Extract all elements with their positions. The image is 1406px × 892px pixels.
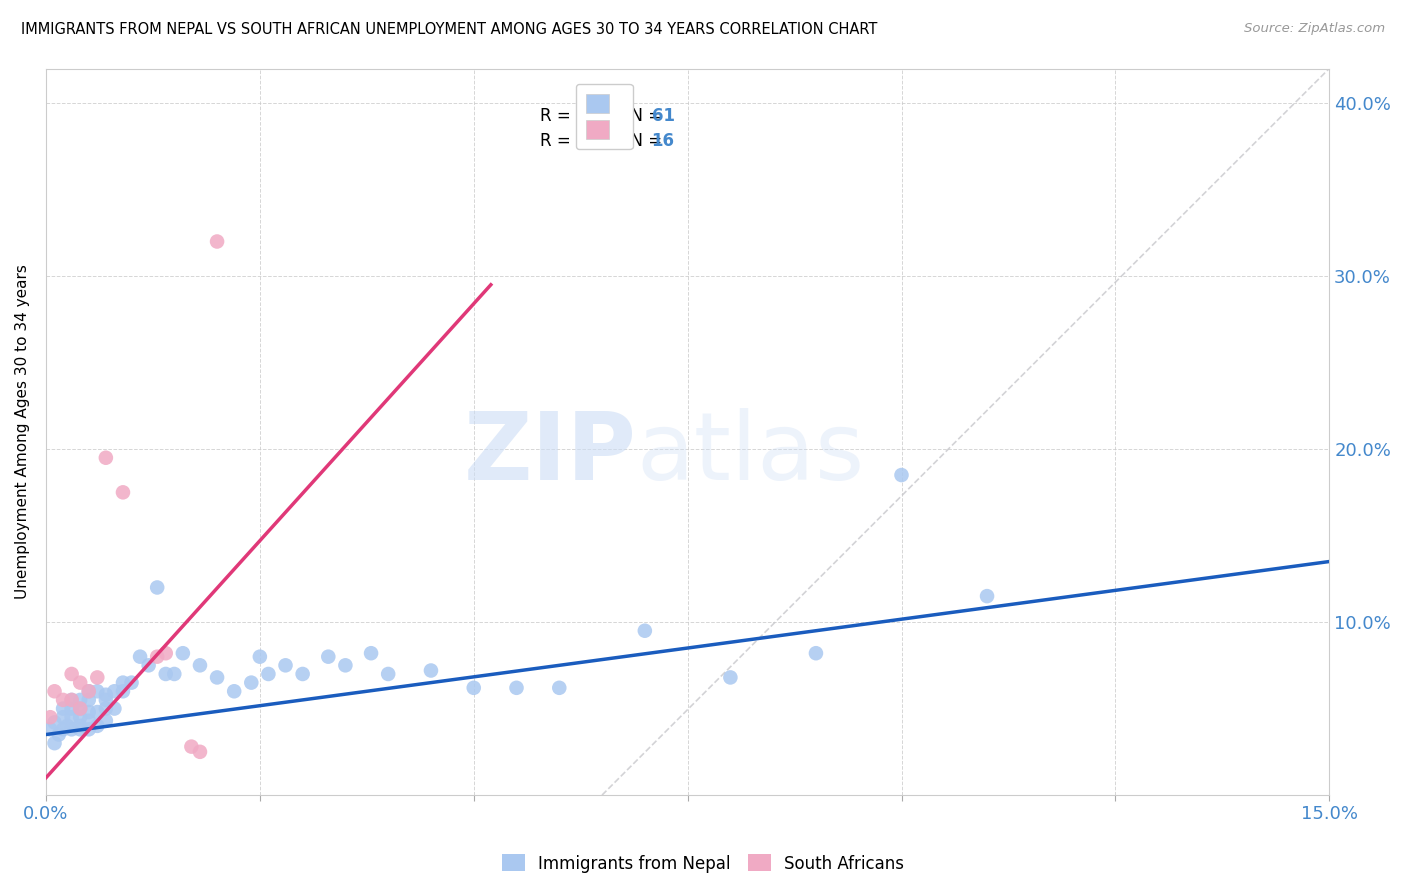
Point	[52, 701, 75, 715]
Point	[44, 736, 66, 750]
Point	[103, 701, 125, 715]
Point	[77, 693, 100, 707]
Point	[86, 670, 108, 684]
Point	[86, 684, 108, 698]
Point	[155, 667, 177, 681]
Point	[52, 723, 75, 737]
Point	[121, 675, 143, 690]
Point	[634, 624, 657, 638]
Text: N =: N =	[620, 132, 666, 150]
Point	[129, 649, 152, 664]
Point	[188, 658, 211, 673]
Text: 16: 16	[652, 132, 675, 150]
Point	[890, 468, 912, 483]
Point	[111, 675, 134, 690]
Point	[205, 235, 228, 249]
Point	[60, 667, 83, 681]
Point	[39, 723, 62, 737]
Point	[48, 727, 70, 741]
Point	[111, 485, 134, 500]
Text: Source: ZipAtlas.com: Source: ZipAtlas.com	[1244, 22, 1385, 36]
Point	[103, 684, 125, 698]
Point	[69, 710, 91, 724]
Legend: , : ,	[576, 84, 633, 149]
Point	[69, 675, 91, 690]
Point	[39, 710, 62, 724]
Point	[60, 701, 83, 715]
Point	[257, 667, 280, 681]
Point	[155, 646, 177, 660]
Text: 0.505: 0.505	[578, 107, 631, 125]
Point	[77, 684, 100, 698]
Point	[77, 705, 100, 719]
Point	[274, 658, 297, 673]
Point	[60, 710, 83, 724]
Point	[804, 646, 827, 660]
Point	[146, 649, 169, 664]
Point	[718, 670, 741, 684]
Text: 61: 61	[652, 107, 675, 125]
Point	[111, 684, 134, 698]
Text: R =: R =	[540, 107, 576, 125]
Point	[69, 701, 91, 715]
Point	[94, 688, 117, 702]
Point	[77, 723, 100, 737]
Point	[240, 675, 263, 690]
Point	[69, 693, 91, 707]
Text: R =: R =	[540, 132, 581, 150]
Point	[249, 649, 271, 664]
Point	[335, 658, 357, 673]
Text: IMMIGRANTS FROM NEPAL VS SOUTH AFRICAN UNEMPLOYMENT AMONG AGES 30 TO 34 YEARS CO: IMMIGRANTS FROM NEPAL VS SOUTH AFRICAN U…	[21, 22, 877, 37]
Text: ZIP: ZIP	[464, 408, 637, 500]
Point	[377, 667, 399, 681]
Point	[463, 681, 485, 695]
Point	[44, 684, 66, 698]
Point	[94, 701, 117, 715]
Point	[316, 649, 339, 664]
Point	[94, 450, 117, 465]
Point	[172, 646, 194, 660]
Y-axis label: Unemployment Among Ages 30 to 34 years: Unemployment Among Ages 30 to 34 years	[15, 264, 30, 599]
Point	[146, 581, 169, 595]
Point	[163, 667, 186, 681]
Point	[86, 719, 108, 733]
Point	[205, 670, 228, 684]
Point	[420, 664, 443, 678]
Point	[69, 701, 91, 715]
Point	[86, 705, 108, 719]
Point	[77, 714, 100, 728]
Point	[69, 723, 91, 737]
Point	[548, 681, 571, 695]
Point	[360, 646, 382, 660]
Point	[180, 739, 202, 754]
Legend: Immigrants from Nepal, South Africans: Immigrants from Nepal, South Africans	[495, 847, 911, 880]
Text: atlas: atlas	[637, 408, 865, 500]
Point	[69, 719, 91, 733]
Point	[60, 693, 83, 707]
Point	[188, 745, 211, 759]
Text: N =: N =	[620, 107, 666, 125]
Point	[94, 714, 117, 728]
Point	[52, 693, 75, 707]
Point	[138, 658, 160, 673]
Point	[976, 589, 998, 603]
Point	[56, 719, 79, 733]
Point	[94, 693, 117, 707]
Text: 0.591: 0.591	[578, 132, 631, 150]
Point	[77, 684, 100, 698]
Point	[60, 723, 83, 737]
Point	[291, 667, 314, 681]
Point	[505, 681, 527, 695]
Point	[224, 684, 246, 698]
Point	[52, 710, 75, 724]
Point	[44, 715, 66, 730]
Point	[60, 693, 83, 707]
